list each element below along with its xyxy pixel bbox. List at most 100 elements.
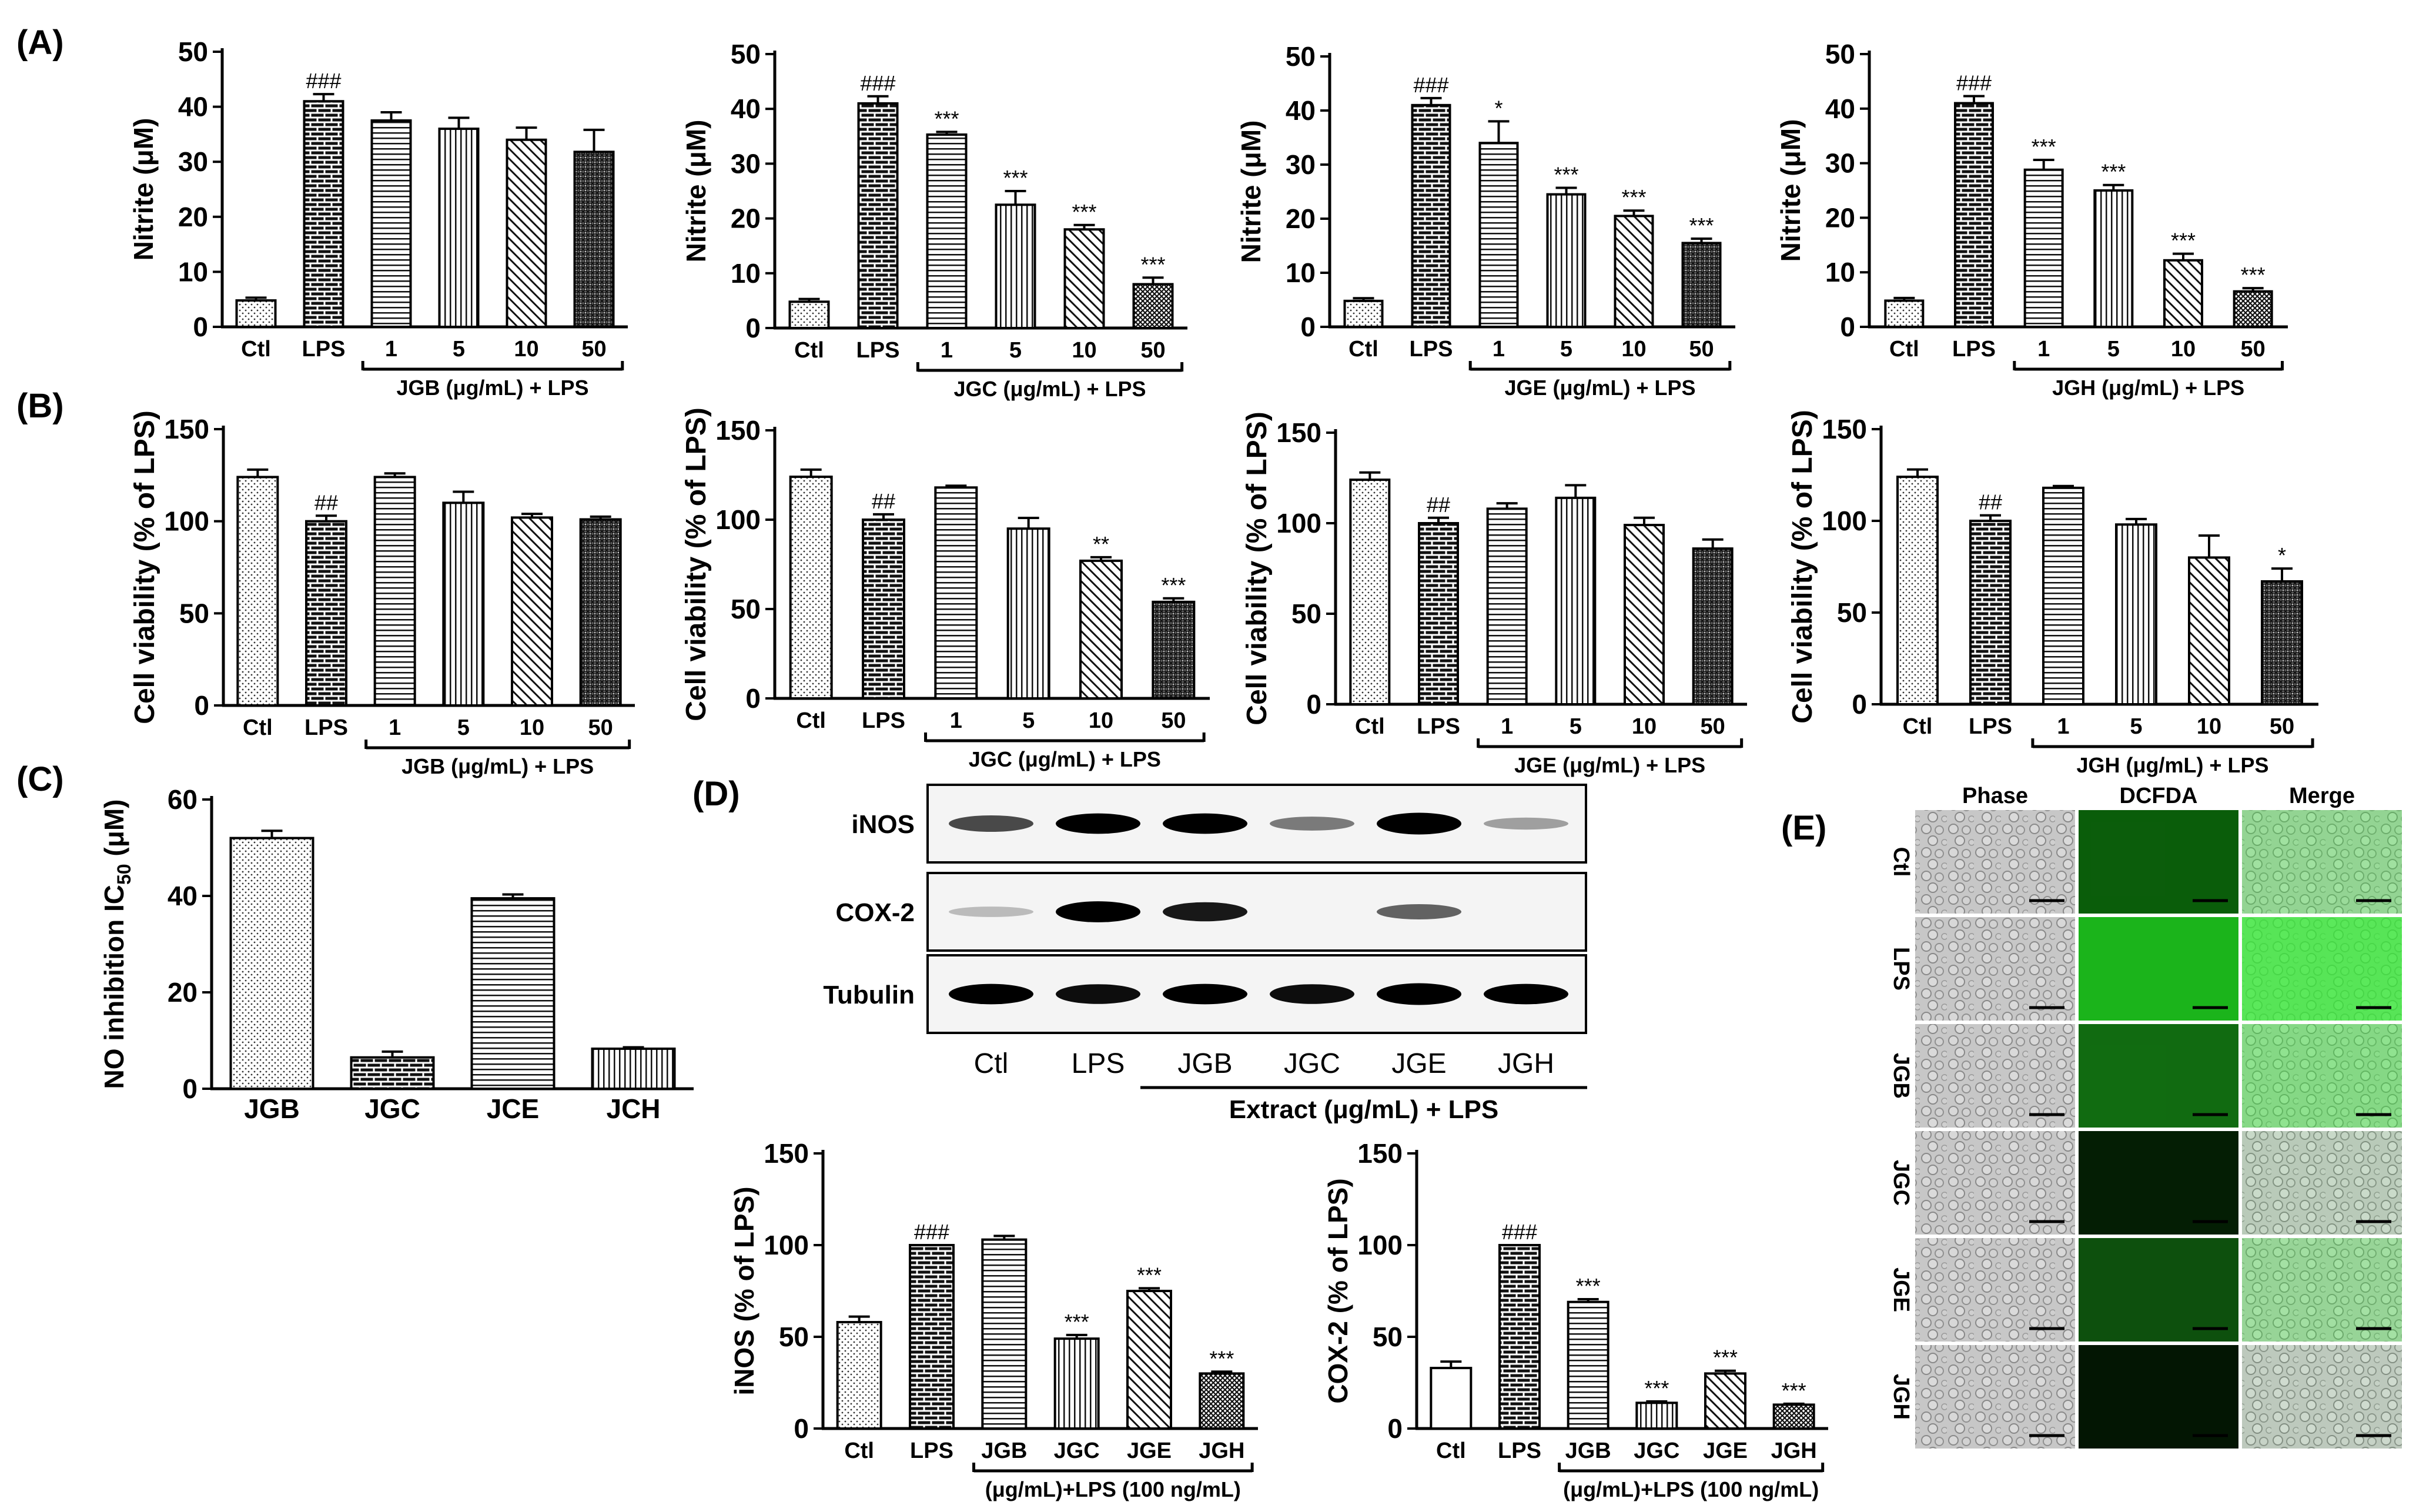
phase-image	[1915, 917, 2075, 1021]
group-label: JGE (μg/mL) + LPS	[1504, 376, 1695, 400]
bar	[1418, 522, 1459, 705]
y-tick-label: 40	[731, 93, 761, 124]
x-tick-label: JGB	[981, 1439, 1027, 1463]
dcfda-signal	[2079, 1238, 2238, 1342]
y-tick-label: 0	[794, 1413, 809, 1444]
bar	[1896, 476, 1939, 705]
x-tick-label: JGE	[1703, 1439, 1748, 1463]
merge-image	[2242, 1345, 2402, 1449]
x-tick-label: 5	[1009, 338, 1022, 363]
dcfda-signal	[2079, 810, 2238, 914]
x-tick-label: Ctl	[1889, 337, 1919, 362]
bar	[1199, 1372, 1245, 1430]
x-tick-label: 10	[514, 337, 538, 362]
bar	[981, 1238, 1028, 1430]
micro-column-label: Phase	[1962, 784, 2028, 808]
y-tick-label: 50	[178, 36, 208, 67]
x-tick-label: 5	[2107, 337, 2120, 362]
phase-image	[1915, 810, 2075, 914]
x-tick-label: 50	[1689, 337, 1714, 362]
significance-label: ***	[1621, 185, 1646, 209]
bar	[1349, 479, 1391, 706]
bar	[442, 501, 485, 707]
blot-strip	[926, 954, 1587, 1034]
significance-label: ***	[2032, 135, 2056, 159]
bar	[1006, 527, 1050, 700]
merge-signal	[2242, 810, 2402, 914]
bar	[788, 300, 830, 329]
bar	[370, 119, 412, 328]
x-tick-label: LPS	[1952, 337, 1996, 362]
bar	[470, 897, 556, 1090]
x-tick-label: 1	[1501, 714, 1513, 739]
x-tick-label: 1	[2037, 337, 2050, 362]
x-tick-label: 10	[520, 715, 544, 740]
x-tick-label: LPS	[910, 1439, 953, 1463]
x-tick-label: JGC	[364, 1093, 420, 1124]
blot-strip	[926, 784, 1587, 864]
y-axis-label: Nitrite (μM)	[1236, 121, 1266, 263]
significance-label: ***	[1554, 163, 1578, 187]
blot-band	[1484, 817, 1568, 830]
x-tick-label: LPS	[302, 337, 346, 362]
western-blot: iNOS COX-2 Tubulin Ctl LPS JGB JGC JGE JGHExtrac…	[823, 784, 1587, 1124]
x-tick-label: 10	[1632, 714, 1657, 739]
blot-band	[949, 906, 1033, 917]
bar	[862, 519, 905, 700]
bar	[909, 1244, 955, 1430]
bar	[1053, 1337, 1100, 1430]
micro-row-label: Ctl	[1889, 847, 1913, 877]
x-tick-label: 5	[2130, 714, 2142, 739]
panel-label-a: (A)	[16, 24, 64, 62]
significance-label: ###	[306, 69, 341, 93]
bar	[1555, 496, 1597, 705]
significance-label: ##	[314, 490, 338, 514]
blot-lane-label: JGH	[1498, 1048, 1554, 1079]
x-tick-label: 5	[1560, 337, 1572, 362]
bar	[1567, 1300, 1609, 1430]
y-tick-label: 0	[1840, 312, 1855, 342]
blot-band	[1270, 984, 1354, 1004]
significance-label: ###	[860, 71, 895, 95]
merge-signal	[2242, 1131, 2402, 1235]
x-tick-label: JGC	[1634, 1439, 1679, 1463]
significance-label: *	[1494, 96, 1503, 120]
group-label: JGC (μg/mL) + LPS	[969, 747, 1161, 771]
dcfda-image	[2079, 1024, 2238, 1128]
bar	[573, 150, 615, 328]
y-tick-label: 50	[1373, 1322, 1403, 1352]
x-tick-label: 50	[1161, 708, 1186, 733]
blot-row-label: Tubulin	[823, 981, 915, 1009]
bar	[789, 476, 833, 700]
y-tick-label: 150	[164, 414, 209, 444]
y-tick-label: 100	[1357, 1230, 1403, 1260]
dcfda-signal	[2079, 917, 2238, 1021]
panel-label-e: (E)	[1781, 809, 1826, 847]
y-tick-label: 100	[715, 504, 761, 535]
significance-label: ###	[1502, 1220, 1537, 1244]
significance-label: ***	[1137, 1263, 1162, 1287]
bar	[1430, 1367, 1473, 1430]
y-tick-label: 0	[194, 690, 209, 721]
x-tick-label: Ctl	[1348, 337, 1378, 362]
significance-label: ###	[914, 1220, 949, 1244]
y-tick-label: 100	[164, 506, 209, 537]
phase-image	[1915, 1024, 2075, 1128]
bar	[1126, 1290, 1172, 1430]
y-tick-label: 0	[1852, 689, 1867, 720]
bar	[836, 1321, 882, 1430]
y-tick-label: 20	[1286, 203, 1316, 234]
y-axis-label: iNOS (% of LPS)	[729, 1186, 759, 1395]
blot-lane-label: JGE	[1391, 1048, 1446, 1079]
x-tick-label: 1	[385, 337, 397, 362]
significance-label: ***	[1209, 1346, 1234, 1370]
significance-label: **	[1093, 532, 1109, 556]
bar	[1486, 507, 1528, 705]
group-label: JGH (μg/mL) + LPS	[2076, 753, 2268, 777]
y-axis-label: COX-2 (% of LPS)	[1323, 1178, 1353, 1403]
x-tick-label: LPS	[1498, 1439, 1541, 1463]
